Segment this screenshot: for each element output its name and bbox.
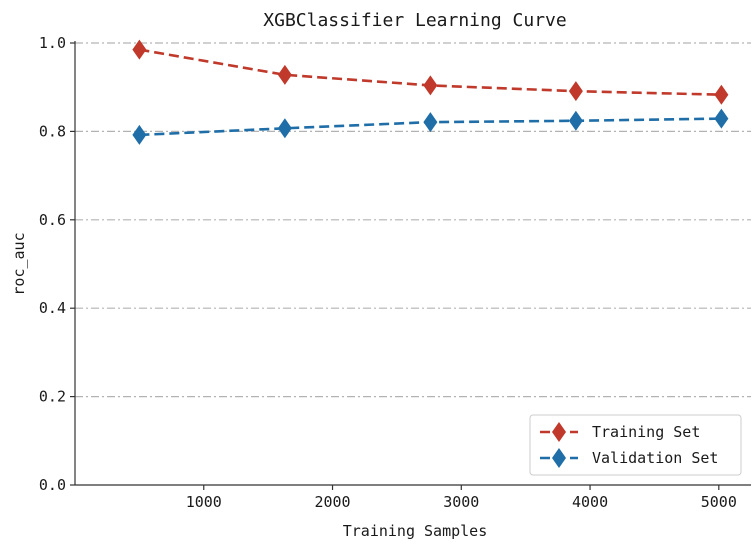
chart-title: XGBClassifier Learning Curve <box>263 10 566 31</box>
data-point-marker <box>277 64 292 85</box>
series-training <box>132 39 729 105</box>
data-point-marker <box>714 84 729 105</box>
data-point-marker <box>423 75 438 96</box>
y-axis-label: roc_auc <box>10 232 28 295</box>
data-point-marker <box>132 124 147 145</box>
y-tick-label: 1.0 <box>39 34 66 52</box>
legend-marker <box>552 448 566 468</box>
x-tick-label: 3000 <box>443 493 479 511</box>
x-tick-label: 4000 <box>572 493 608 511</box>
legend-box <box>529 414 742 476</box>
y-tick-label: 0.2 <box>39 388 66 406</box>
legend-label: Training Set <box>592 423 700 441</box>
gridlines <box>75 42 751 398</box>
x-axis-label: Training Samples <box>343 522 488 540</box>
tick-labels: 0.0 0.2 0.4 0.6 0.8 1.0 1000 2000 3000 4000 5000 <box>39 34 737 511</box>
y-tick-label: 0.6 <box>39 211 66 229</box>
y-tick-label: 0.0 <box>39 476 66 494</box>
legend-marker <box>552 422 566 442</box>
data-point-marker <box>568 110 583 131</box>
series-group <box>132 39 729 145</box>
y-tick-label: 0.8 <box>39 122 66 140</box>
y-tick-label: 0.4 <box>39 299 66 317</box>
legend: Training Set Validation Set <box>529 414 742 476</box>
x-tick-label: 2000 <box>314 493 350 511</box>
axes <box>74 41 751 486</box>
x-tick-label: 5000 <box>701 493 737 511</box>
data-point-marker <box>277 118 292 139</box>
data-point-marker <box>714 108 729 129</box>
data-point-marker <box>423 112 438 133</box>
legend-label: Validation Set <box>592 449 718 467</box>
x-tick-label: 1000 <box>186 493 222 511</box>
data-point-marker <box>568 81 583 102</box>
data-point-marker <box>132 39 147 60</box>
series-validation <box>132 108 729 145</box>
